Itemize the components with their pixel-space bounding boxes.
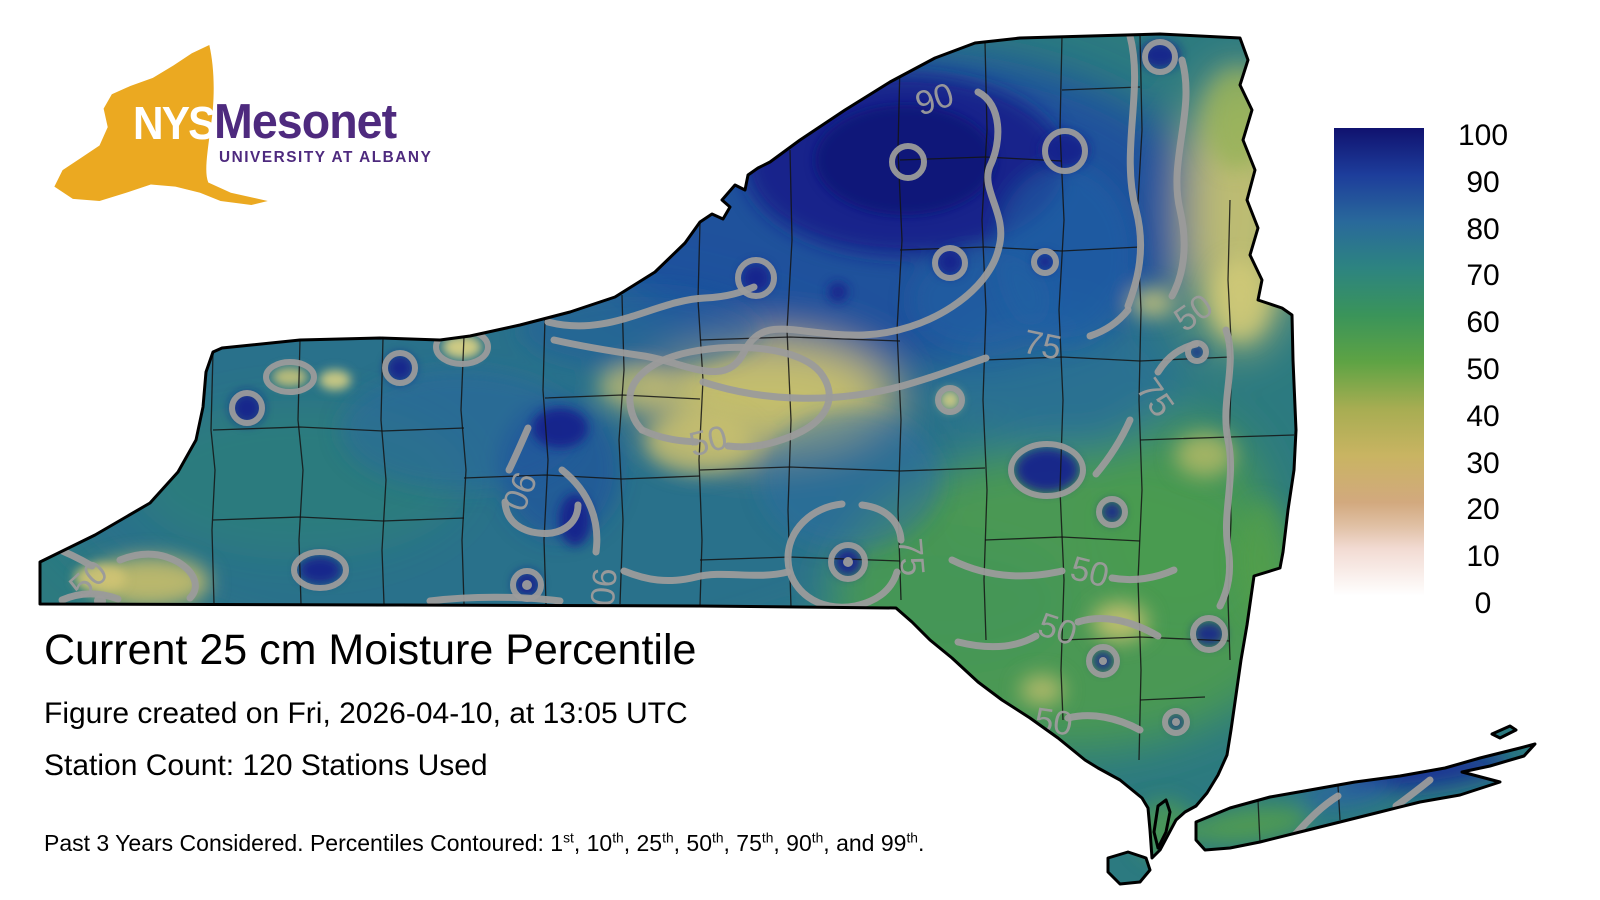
footnote-text: , and 99 <box>823 830 907 856</box>
footnote-superscript: th <box>811 830 824 846</box>
logo-tagline-text: UNIVERSITY AT ALBANY <box>219 149 433 166</box>
ny-state-logo-shape <box>54 44 268 206</box>
colorbar-tick-30: 30 <box>1466 446 1500 480</box>
colorbar-tick-0: 0 <box>1474 587 1492 620</box>
logo-mesonet-text: Mesonet <box>214 95 397 149</box>
footnote-superscript: th <box>612 830 624 846</box>
colorbar-tick-50: 50 <box>1466 353 1500 386</box>
footnote-text: , 10 <box>573 830 613 856</box>
contour-label-50: 50 <box>1067 549 1113 595</box>
logo-nys-text: NYS <box>133 97 216 149</box>
colorbar-tick-90: 90 <box>1466 165 1500 199</box>
footnote-text: , 25 <box>623 830 663 856</box>
footnote: Past 3 Years Considered. Percentiles Con… <box>44 830 924 857</box>
contour-label-75: 75 <box>1020 323 1065 368</box>
colorbar-tick-20: 20 <box>1466 493 1500 527</box>
contour-label-50: 50 <box>685 418 731 464</box>
colorbar: 0 10 20 30 40 50 60 70 80 90 100 <box>1334 119 1534 620</box>
contour-label-75: 75 <box>890 537 931 578</box>
colorbar-tick-100: 100 <box>1457 119 1509 152</box>
footnote-text: , 90 <box>773 830 812 856</box>
colorbar-gradient <box>1334 128 1424 596</box>
colorbar-tick-10: 10 <box>1466 540 1500 574</box>
footnote-superscript: th <box>906 830 918 846</box>
nys-mesonet-logo: NYS Mesonet UNIVERSITY AT ALBANY <box>0 0 480 230</box>
created-timestamp: Figure created on Fri, 2026-04-10, at 13… <box>44 697 688 730</box>
colorbar-tick-70: 70 <box>1466 259 1500 293</box>
colorbar-tick-40: 40 <box>1466 399 1500 433</box>
footnote-superscript: th <box>712 830 724 846</box>
station-count: Station Count: 120 Stations Used <box>44 749 488 782</box>
footnote-superscript: th <box>761 830 774 846</box>
footnote-superscript: st <box>563 830 574 846</box>
contour-label-90: 90 <box>582 566 623 607</box>
footnote-text: . <box>917 830 925 856</box>
figure-title: Current 25 cm Moisture Percentile <box>44 626 697 674</box>
colorbar-tick-60: 60 <box>1466 306 1500 340</box>
colorbar-tick-80: 80 <box>1466 212 1500 246</box>
footnote-text: , 50 <box>673 830 712 856</box>
footnote-text: , 75 <box>723 830 762 856</box>
contour-label-50: 50 <box>1032 701 1075 744</box>
state-outline <box>38 32 1537 886</box>
footnote-superscript: th <box>662 830 674 846</box>
county-boundaries <box>210 34 1341 844</box>
footnote-text: Past 3 Years Considered. Percentiles Con… <box>44 830 564 856</box>
